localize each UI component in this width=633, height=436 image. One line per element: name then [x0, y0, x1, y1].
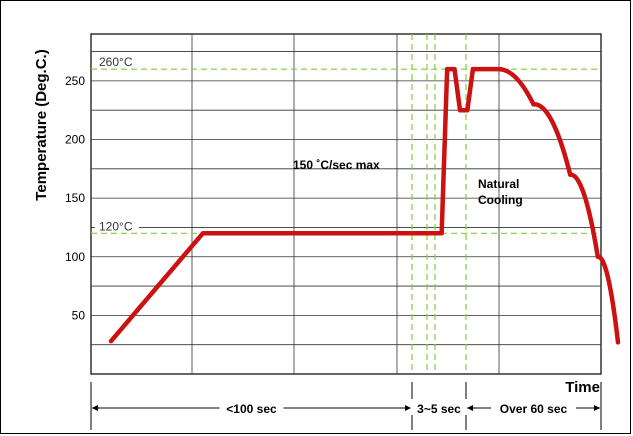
duration-preheat-arrow-right: [405, 405, 411, 411]
plot-border: [90, 33, 602, 375]
duration-peak-label-bg: [410, 399, 468, 415]
duration-cooling-arrow-right: [594, 405, 600, 411]
reference-label-bg: [95, 55, 139, 69]
duration-cooling-label: Over 60 sec: [500, 402, 568, 416]
series: [108, 66, 621, 345]
axes: 50 100 150 200 250: [65, 74, 85, 322]
temperature-profile-line: [108, 66, 621, 345]
y-axis-label: Temperature (Deg.C.): [33, 49, 50, 200]
reference-label: 120°C: [99, 219, 133, 233]
y-tick-label: 50: [72, 308, 86, 322]
labels: Temperature (Deg.C.) Time 150 ˚C/sec max…: [33, 49, 600, 396]
reference-label: 260°C: [99, 55, 133, 69]
duration-cooling-label-bg: [491, 399, 576, 415]
duration-brackets: <100 sec 3~5 sec Over 60 sec: [90, 382, 602, 430]
reference-lines: 260°C 120°C: [91, 34, 601, 374]
duration-cooling-arrow-left: [467, 405, 473, 411]
annotation-ramp-rate: 150 ˚C/sec max: [293, 158, 380, 172]
duration-preheat-arrow-left: [92, 405, 98, 411]
y-tick-label: 200: [65, 133, 85, 147]
duration-peak-label: 3~5 sec: [417, 402, 461, 416]
duration-preheat-label-bg: [219, 399, 284, 415]
y-tick-label: 100: [65, 250, 85, 264]
annotation-cooling: Cooling: [478, 193, 523, 207]
annotation-natural: Natural: [478, 177, 519, 191]
y-tick-label: 150: [65, 191, 85, 205]
y-tick-label: 250: [65, 74, 85, 88]
duration-preheat-label: <100 sec: [226, 402, 277, 416]
reference-label-bg: [95, 219, 139, 233]
x-axis-label: Time: [565, 379, 600, 396]
